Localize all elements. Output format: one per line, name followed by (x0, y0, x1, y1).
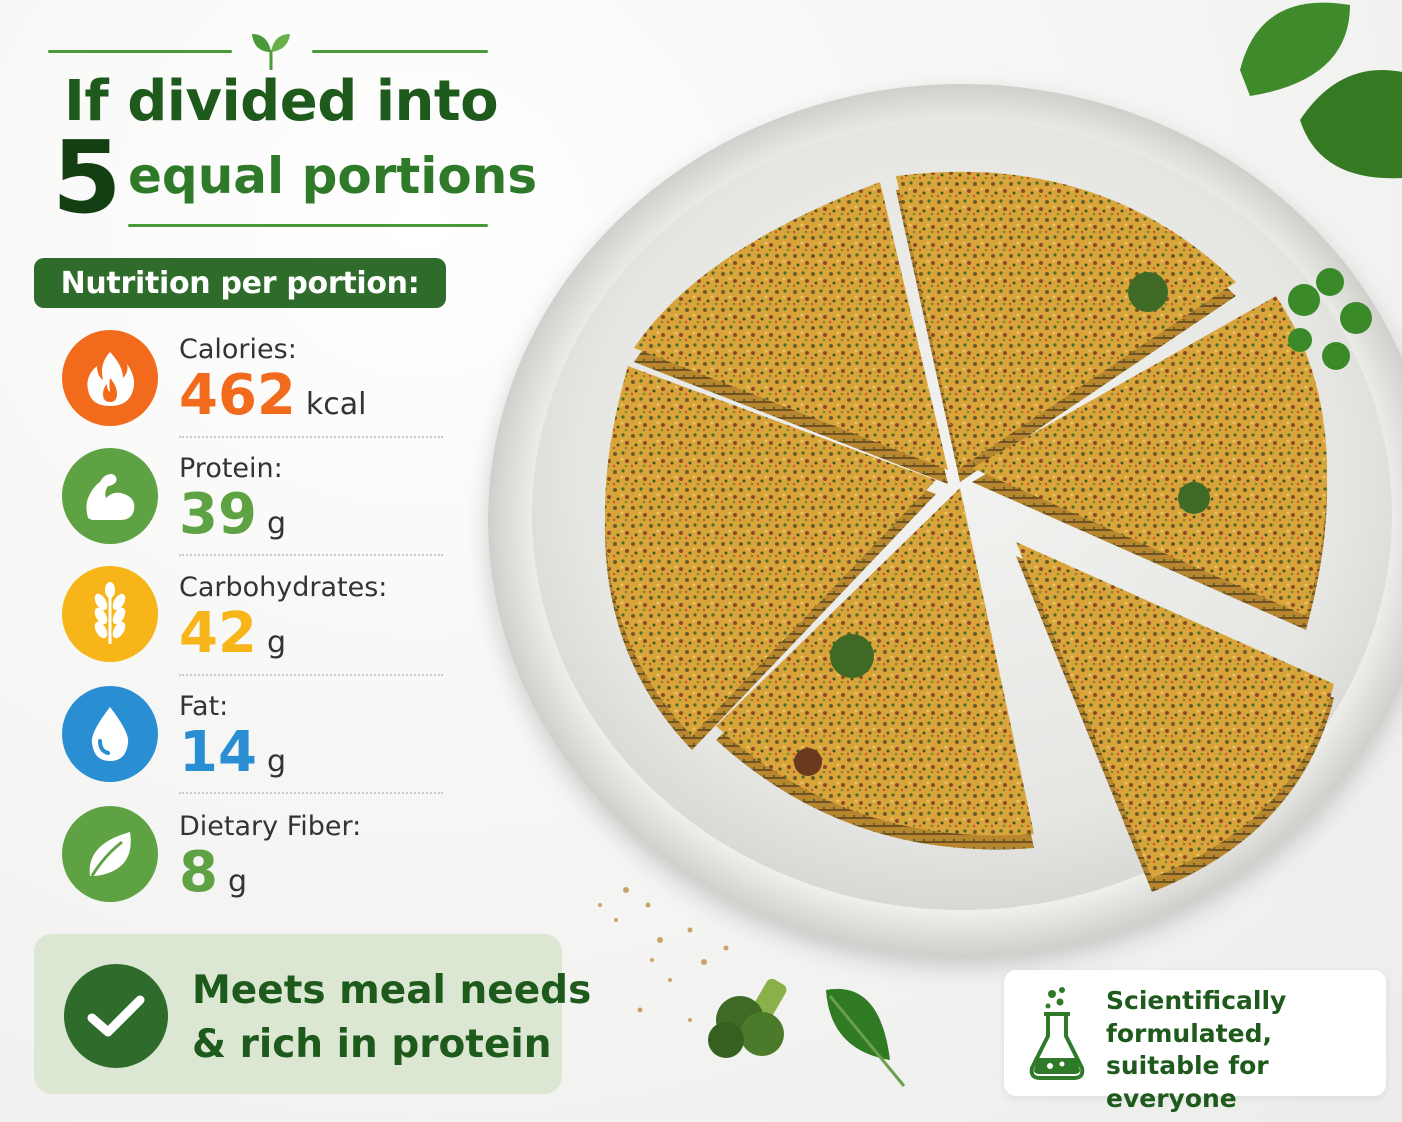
meets-needs-text: Meets meal needs & rich in protein (192, 964, 591, 1072)
protein-label: Protein: (179, 453, 283, 484)
calories-value-row: 462 kcal (179, 368, 367, 424)
fiber-label: Dietary Fiber: (179, 811, 362, 842)
broccoli-floret (708, 978, 787, 1058)
calories-unit: kcal (305, 387, 367, 422)
carbohydrates-unit: g (266, 625, 286, 660)
flask-icon (1029, 987, 1085, 1080)
check-circle (64, 964, 168, 1068)
headline-line1: If divided into (64, 69, 499, 134)
spinach-leaf (826, 988, 906, 1087)
fat-label: Fat: (179, 691, 229, 722)
protein-value-row: 39 g (179, 487, 286, 543)
wheat-icon (94, 582, 126, 644)
carbohydrates-label: Carbohydrates: (179, 572, 388, 603)
quiche-slices (604, 171, 1334, 892)
meets-line2: & rich in protein (192, 1021, 552, 1067)
drop-icon (91, 707, 129, 761)
protein-value: 39 (179, 482, 257, 547)
basil-leaves (1240, 2, 1402, 179)
nutrition-label-pill: Nutrition per portion: (34, 258, 446, 308)
fat-value-row: 14 g (179, 725, 286, 781)
scientific-text: Scientifically formulated, suitable for … (1106, 985, 1402, 1115)
carbohydrates-value: 42 (179, 601, 257, 666)
fat-value: 14 (179, 720, 257, 785)
header-rule-left (48, 50, 232, 53)
meets-line1: Meets meal needs (192, 968, 592, 1013)
parsley-sprig (1288, 268, 1372, 370)
quiche-slice (634, 182, 948, 484)
quiche-slice (972, 296, 1328, 630)
scientific-line2: formulated, (1106, 1018, 1272, 1048)
fiber-value: 8 (179, 840, 218, 905)
fiber-unit: g (227, 864, 248, 899)
row-divider (179, 792, 443, 794)
sprout-icon (252, 34, 290, 70)
flame-icon (87, 352, 135, 406)
calories-value: 462 (179, 363, 296, 428)
protein-icon-circle (62, 448, 158, 544)
scientific-line3: suitable for everyone (1106, 1051, 1269, 1113)
headline-line2: equal portions (128, 147, 538, 205)
quiche-slice (604, 366, 936, 750)
header-rule-right (312, 50, 488, 53)
leaf-icon (89, 832, 131, 877)
quiche-slice (1016, 542, 1334, 892)
header-rule-bottom (128, 224, 488, 227)
calories-label: Calories: (179, 334, 297, 365)
scientific-line1: Scientifically (1106, 986, 1287, 1015)
flexed-arm-icon (86, 474, 135, 520)
checkmark-icon (87, 995, 145, 1037)
row-divider (179, 674, 443, 676)
calories-icon-circle (62, 330, 158, 426)
fat-icon-circle (62, 686, 158, 782)
quiche-slice (896, 171, 1236, 483)
fat-unit: g (266, 744, 286, 779)
row-divider (179, 554, 443, 556)
protein-unit: g (266, 506, 286, 541)
crumbs (598, 887, 729, 1022)
carbohydrates-value-row: 42 g (179, 606, 286, 662)
carbohydrates-icon-circle (62, 566, 158, 662)
portion-count: 5 (52, 119, 122, 236)
row-divider (179, 436, 443, 438)
fiber-icon-circle (62, 806, 158, 902)
